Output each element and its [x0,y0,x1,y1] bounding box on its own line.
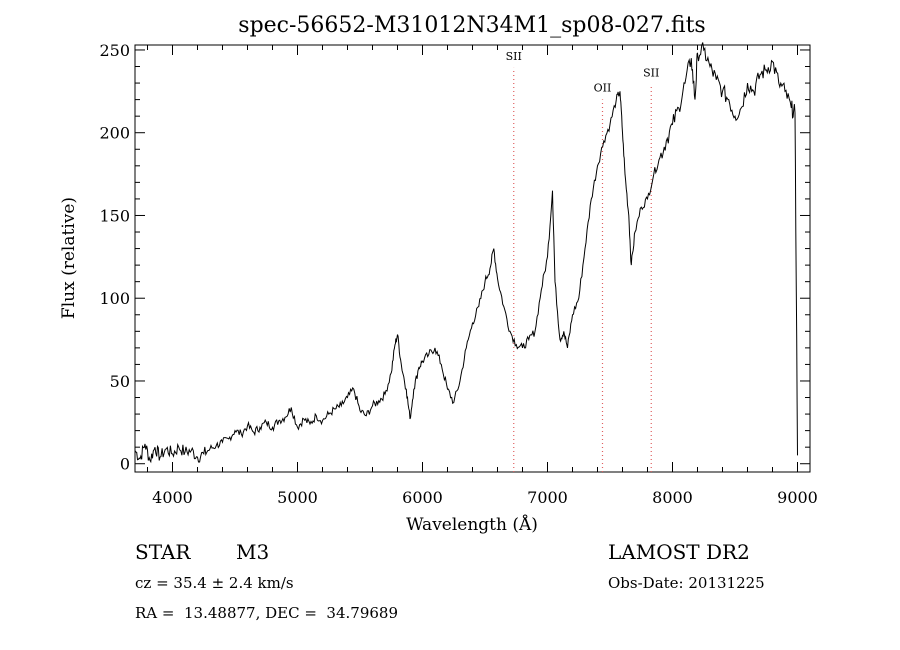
y-tick-label: 0 [120,455,130,474]
y-axis: 0 50 100 150 200 250 [99,41,810,474]
y-tick-label: 200 [99,124,130,143]
emission-line-label: SII [506,50,522,63]
velocity-text: cz = 35.4 ± 2.4 km/s [135,574,294,592]
plot-frame [134,44,811,473]
emission-lines: SII OII SII [506,50,659,472]
y-tick-label: 50 [110,372,130,391]
y-tick-label: 100 [99,289,130,308]
y-tick-label: 250 [99,41,130,60]
obs-date-text: Obs-Date: 20131225 [608,574,765,592]
x-tick-label: 4000 [152,488,193,507]
spectrum-line [134,42,798,464]
y-axis-label: Flux (relative) [59,197,79,319]
coords-text: RA = 13.48877, DEC = 34.79689 [135,604,399,622]
object-type: STAR [135,540,191,564]
x-tick-label: 5000 [277,488,318,507]
emission-line-label: SII [643,66,659,79]
y-tick-label: 150 [99,206,130,225]
chart-title: spec-56652-M31012N34M1_sp08-027.fits [238,13,705,38]
subclass: M3 [236,540,270,564]
x-axis-label: Wavelength (Å) [406,514,538,535]
survey-name: LAMOST DR2 [608,540,750,564]
x-tick-label: 9000 [777,488,818,507]
plot-border [134,44,811,473]
x-tick-label: 7000 [527,488,568,507]
x-axis: 4000 5000 6000 7000 8000 9000 [147,45,818,507]
emission-line-label: OII [594,81,612,94]
series-layer [134,42,798,464]
x-tick-label: 8000 [652,488,693,507]
x-tick-label: 6000 [402,488,443,507]
